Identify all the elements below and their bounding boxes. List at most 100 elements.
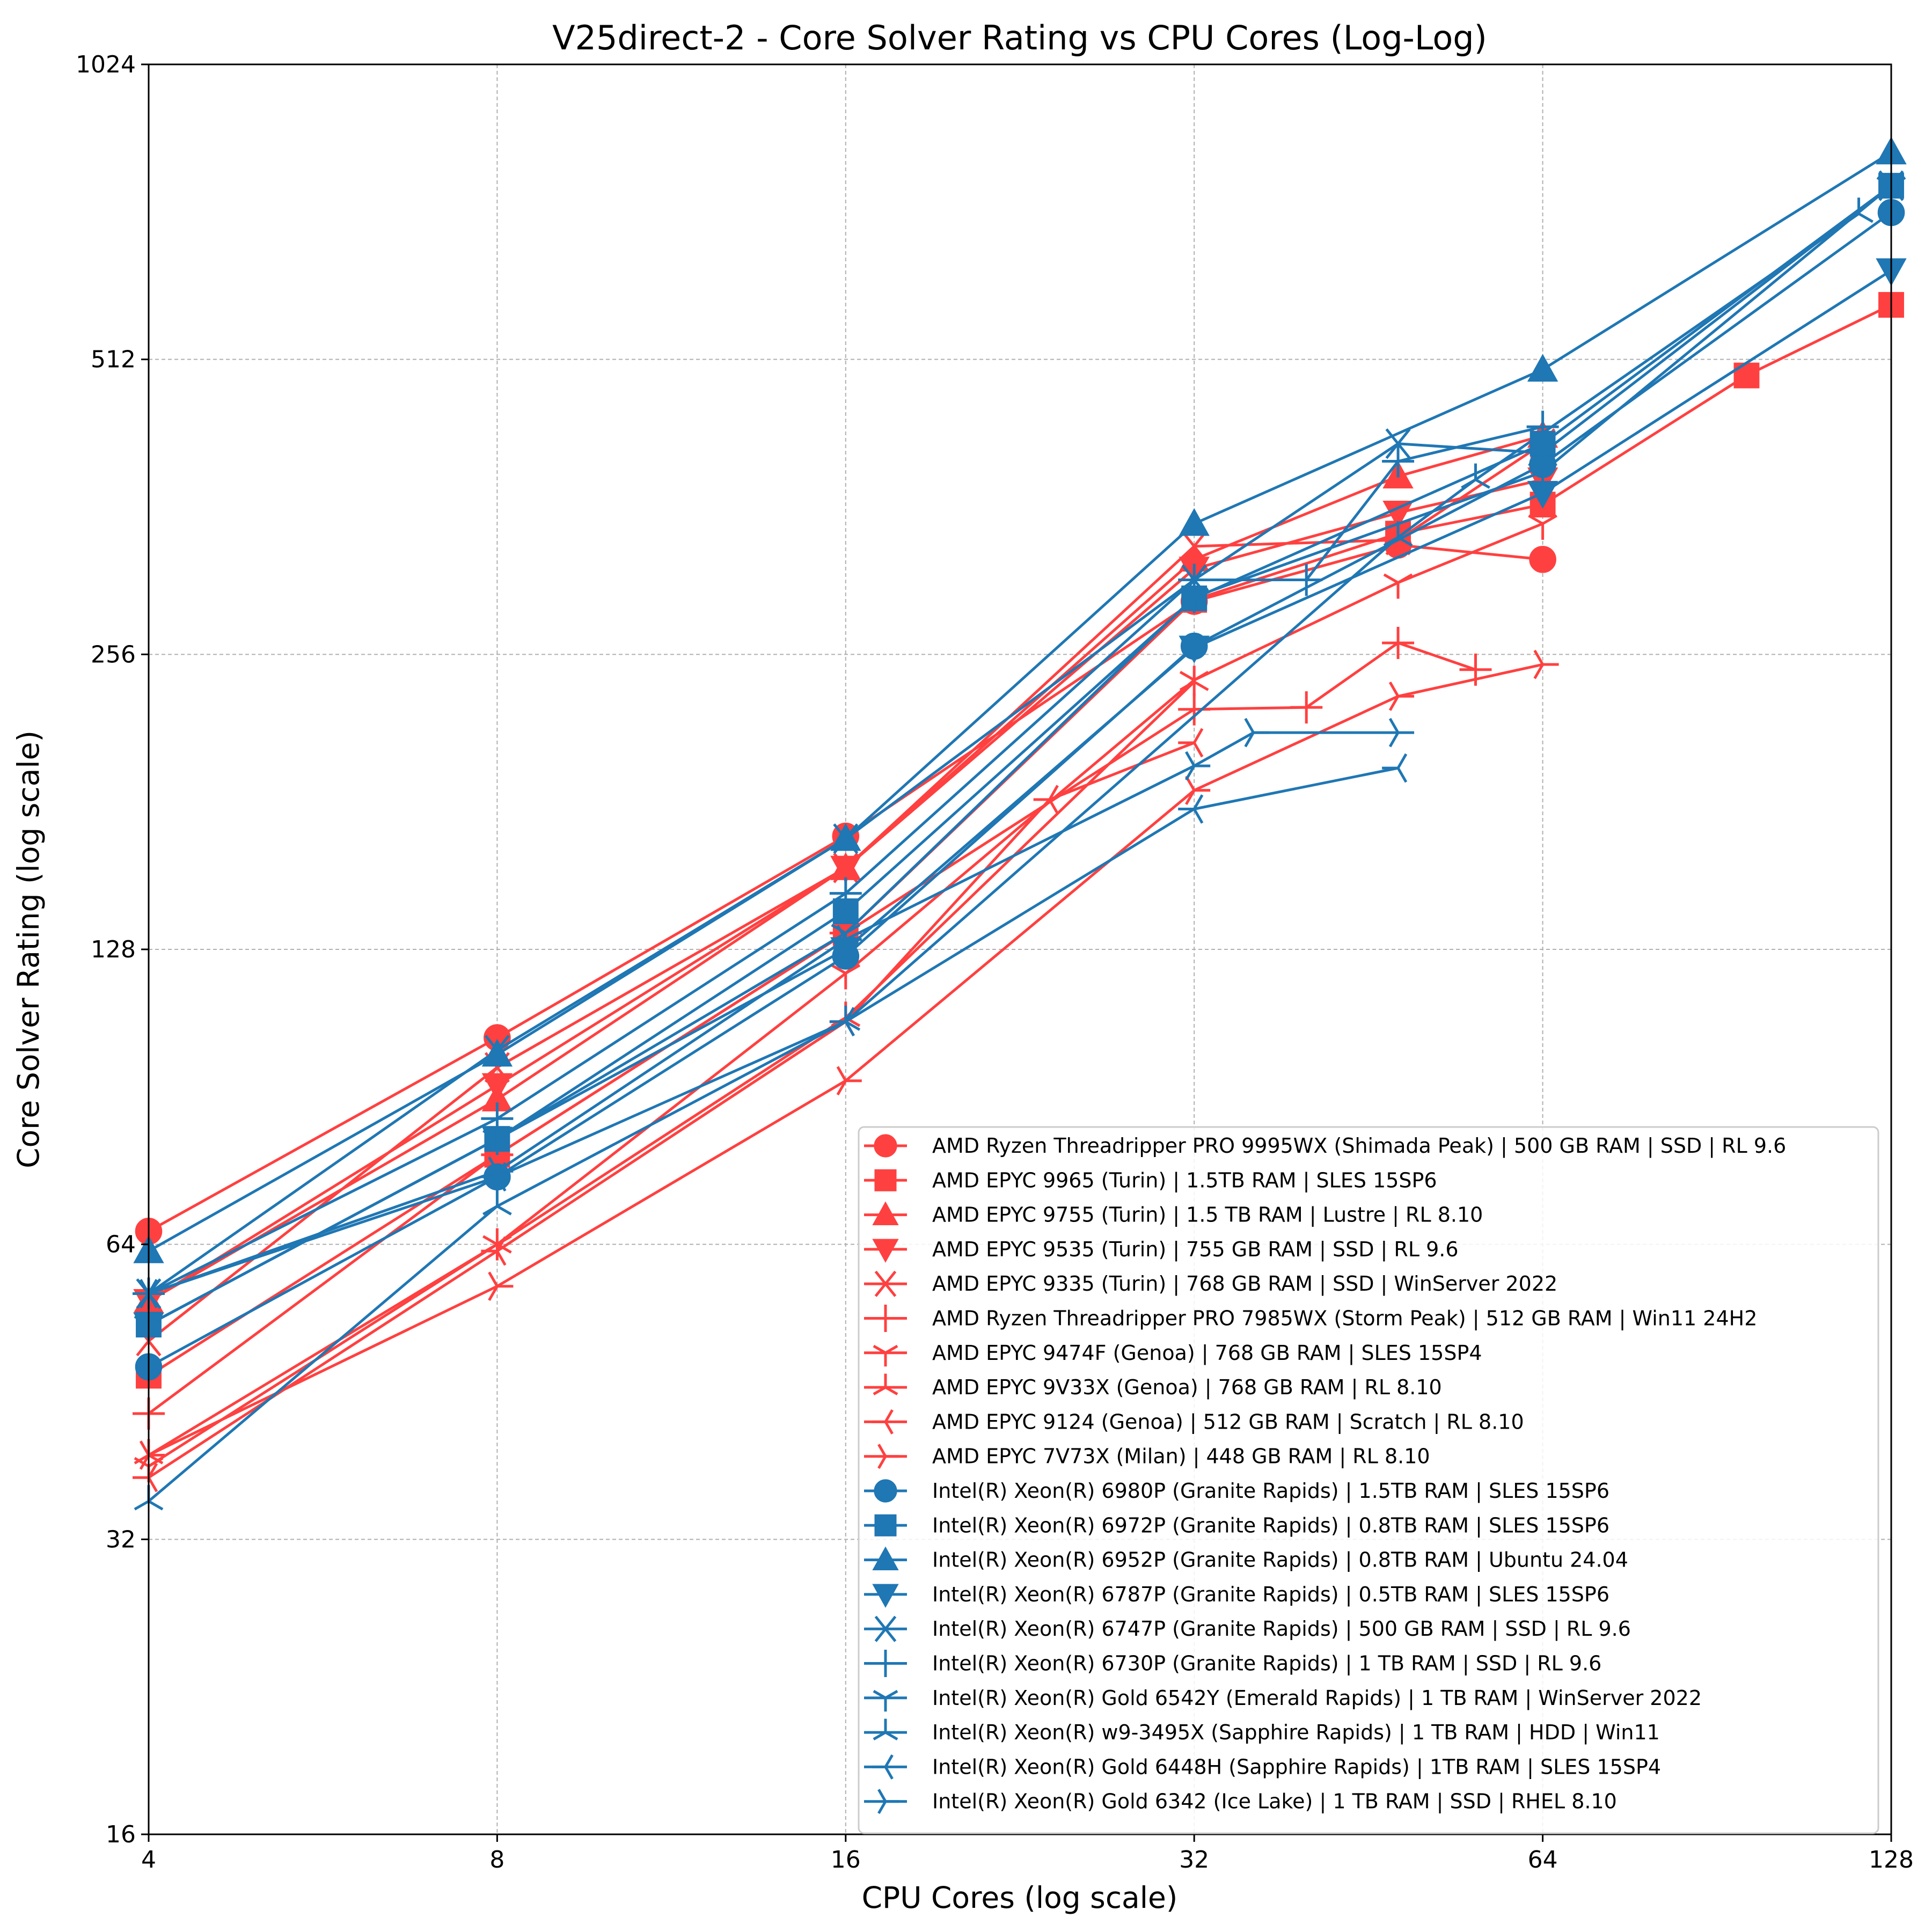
legend-marker-icon	[874, 1134, 897, 1158]
legend-marker-icon	[874, 1615, 897, 1642]
data-point	[1385, 428, 1411, 459]
legend-label: AMD EPYC 9755 (Turin) | 1.5 TB RAM | Lus…	[932, 1203, 1483, 1227]
legend-item: AMD Ryzen Threadripper PRO 7985WX (Storm…	[864, 1305, 1757, 1332]
data-point	[1382, 626, 1415, 659]
legend-marker-icon	[872, 1305, 899, 1332]
legend-item: AMD EPYC 9124 (Genoa) | 512 GB RAM | Scr…	[864, 1409, 1524, 1435]
data-point	[1382, 753, 1408, 783]
series-10	[139, 649, 1559, 1470]
x-tick-label: 32	[1179, 1846, 1209, 1874]
legend-marker-icon	[872, 1409, 894, 1435]
legend-label: AMD EPYC 9474F (Genoa) | 768 GB RAM | SL…	[932, 1341, 1482, 1365]
legend-marker-icon	[872, 1754, 894, 1780]
data-point	[829, 877, 862, 910]
legend-marker-icon	[873, 1373, 898, 1396]
legend-label: Intel(R) Xeon(R) w9-3495X (Sapphire Rapi…	[932, 1721, 1660, 1745]
legend-box	[858, 1126, 1879, 1834]
legend-label: AMD EPYC 9535 (Turin) | 755 GB RAM | SSD…	[932, 1238, 1459, 1262]
data-point	[488, 1157, 514, 1186]
legend-label: Intel(R) Xeon(R) 6972P (Granite Rapids) …	[932, 1513, 1609, 1538]
legend-item: Intel(R) Xeon(R) Gold 6542Y (Emerald Rap…	[864, 1686, 1702, 1712]
legend-item: AMD EPYC 9V33X (Genoa) | 768 GB RAM | RL…	[864, 1373, 1442, 1400]
legend-marker-icon	[874, 1514, 897, 1536]
data-point	[1290, 691, 1323, 724]
legend-marker-icon	[874, 1270, 897, 1297]
data-point	[481, 1236, 507, 1266]
legend-marker-icon	[877, 1444, 899, 1469]
data-point	[1383, 573, 1413, 599]
y-tick-label: 32	[106, 1526, 136, 1553]
legend-marker-icon	[874, 1169, 897, 1191]
y-tick-label: 512	[91, 346, 136, 374]
legend-label: Intel(R) Xeon(R) 6980P (Granite Rapids) …	[932, 1479, 1609, 1503]
legend-item: AMD EPYC 9535 (Turin) | 755 GB RAM | SSD…	[864, 1238, 1459, 1263]
legend-item: Intel(R) Xeon(R) 6787P (Granite Rapids) …	[864, 1583, 1609, 1608]
legend-item: AMD EPYC 9755 (Turin) | 1.5 TB RAM | Lus…	[864, 1201, 1483, 1227]
data-point	[481, 1073, 513, 1101]
legend-label: AMD EPYC 9124 (Genoa) | 512 GB RAM | Scr…	[932, 1410, 1524, 1434]
legend-label: Intel(R) Xeon(R) 6952P (Granite Rapids) …	[932, 1548, 1628, 1572]
legend-item: Intel(R) Xeon(R) 6952P (Granite Rapids) …	[864, 1546, 1628, 1572]
legend-marker-icon	[877, 1789, 899, 1814]
series-line	[148, 522, 1543, 1468]
series-line	[148, 663, 1543, 1457]
data-point	[1179, 635, 1210, 664]
data-point	[1383, 521, 1413, 547]
legend-label: AMD Ryzen Threadripper PRO 9995WX (Shima…	[932, 1134, 1786, 1158]
legend-label: Intel(R) Xeon(R) 6747P (Granite Rapids) …	[932, 1617, 1631, 1641]
series-20	[139, 718, 1415, 1308]
legend-label: AMD EPYC 9335 (Turin) | 768 GB RAM | SSD…	[932, 1272, 1557, 1296]
legend-marker-icon	[872, 1650, 899, 1677]
legend-item: Intel(R) Xeon(R) w9-3495X (Sapphire Rapi…	[864, 1718, 1660, 1745]
series-line	[148, 185, 1892, 1326]
data-point	[1185, 751, 1211, 781]
legend: AMD Ryzen Threadripper PRO 9995WX (Shima…	[858, 1126, 1879, 1834]
data-point	[139, 1279, 165, 1308]
x-tick-label: 4	[141, 1846, 156, 1874]
x-tick-label: 16	[831, 1846, 861, 1874]
x-tick-label: 8	[489, 1846, 504, 1874]
data-point	[133, 1462, 158, 1492]
legend-label: Intel(R) Xeon(R) 6730P (Granite Rapids) …	[932, 1652, 1601, 1676]
data-point	[482, 1129, 512, 1155]
data-point	[1527, 354, 1558, 382]
legend-label: AMD EPYC 9V33X (Genoa) | 768 GB RAM | RL…	[932, 1375, 1442, 1400]
x-axis: 4 8 16 32 64 128	[141, 1834, 1914, 1874]
series-line	[148, 731, 1399, 1295]
legend-item: Intel(R) Xeon(R) 6747P (Granite Rapids) …	[864, 1615, 1631, 1642]
data-point	[133, 1279, 158, 1308]
data-point	[1529, 546, 1556, 573]
data-point	[829, 1007, 855, 1037]
legend-label: Intel(R) Xeon(R) Gold 6342 (Ice Lake) | …	[932, 1790, 1617, 1814]
data-point	[1528, 514, 1557, 540]
data-point	[836, 1066, 862, 1096]
legend-marker-icon	[872, 1201, 899, 1225]
series-line	[148, 434, 1543, 1302]
data-point	[1179, 588, 1209, 613]
legend-label: AMD EPYC 7V73X (Milan) | 448 GB RAM | RL…	[932, 1445, 1430, 1469]
legend-label: Intel(R) Xeon(R) Gold 6448H (Sapphire Ra…	[932, 1755, 1661, 1779]
legend-marker-icon	[873, 1689, 898, 1712]
data-point	[833, 852, 859, 883]
legend-item: Intel(R) Xeon(R) 6972P (Granite Rapids) …	[864, 1513, 1609, 1538]
x-axis-label: CPU Cores (log scale)	[862, 1880, 1178, 1915]
data-point	[1178, 794, 1204, 824]
legend-item: Intel(R) Xeon(R) 6730P (Granite Rapids) …	[864, 1650, 1601, 1677]
data-point	[1179, 665, 1209, 691]
series-line	[148, 213, 1860, 1503]
legend-item: AMD EPYC 9335 (Turin) | 768 GB RAM | SSD…	[864, 1270, 1557, 1297]
legend-item: AMD EPYC 9474F (Genoa) | 768 GB RAM | SL…	[864, 1341, 1482, 1367]
legend-item: Intel(R) Xeon(R) Gold 6448H (Sapphire Ra…	[864, 1754, 1661, 1780]
y-tick-label: 16	[106, 1821, 136, 1848]
chart-title: V25direct-2 - Core Solver Rating vs CPU …	[552, 18, 1487, 57]
legend-item: Intel(R) Xeon(R) Gold 6342 (Ice Lake) | …	[864, 1789, 1617, 1814]
data-point	[1844, 197, 1874, 223]
data-point	[1533, 649, 1559, 679]
legend-marker-icon	[873, 1344, 898, 1367]
legend-item: AMD EPYC 7V73X (Milan) | 448 GB RAM | RL…	[864, 1444, 1430, 1469]
legend-label: AMD EPYC 9965 (Turin) | 1.5TB RAM | SLES…	[932, 1168, 1437, 1192]
y-axis: 16 32 64 128 256 512 1024	[76, 51, 149, 1848]
data-point	[1178, 728, 1204, 758]
series-7	[134, 514, 1557, 1483]
legend-marker-icon	[874, 1479, 897, 1503]
